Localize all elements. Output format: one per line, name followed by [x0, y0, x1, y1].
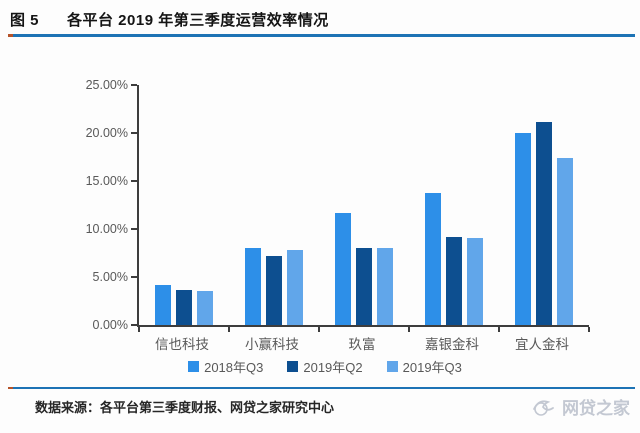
rule-accent-cap: [8, 387, 13, 389]
x-tick-mark: [408, 327, 410, 332]
category-label-嘉银金科: 嘉银金科: [425, 337, 479, 352]
watermark-text: 网贷之家: [562, 399, 630, 418]
legend-label: 2018年Q3: [204, 360, 264, 375]
footer-divider-rule: [8, 387, 635, 389]
plot-area: [131, 84, 590, 332]
category-label-玖富: 玖富: [348, 337, 376, 352]
y-tick-mark: [131, 180, 137, 182]
x-tick-mark: [228, 327, 230, 332]
legend-swatch-icon: [287, 361, 299, 372]
bar-2019年Q3-小赢科技: [287, 250, 303, 325]
header-divider-rule: [8, 34, 635, 37]
bar-2018年Q3-信也科技: [155, 284, 171, 325]
y-tick-label: 10.00%: [85, 222, 128, 236]
bar-2018年Q3-小赢科技: [245, 248, 261, 325]
figure-title: 各平台 2019 年第三季度运营效率情况: [67, 12, 329, 29]
bar-2019年Q3-嘉银金科: [467, 237, 483, 325]
legend-label: 2019年Q2: [303, 360, 363, 375]
bar-group-小赢科技: [229, 248, 319, 325]
category-label-小赢科技: 小赢科技: [245, 337, 299, 352]
category-label-宜人金科: 宜人金科: [515, 337, 569, 352]
figure-header: 图 5 各平台 2019 年第三季度运营效率情况: [10, 9, 329, 30]
wdzj-logo-icon: [533, 399, 554, 416]
x-tick-mark: [138, 327, 140, 332]
y-tick-mark: [131, 228, 137, 230]
watermark: 网贷之家: [531, 394, 630, 419]
x-tick-mark: [318, 327, 320, 332]
category-label-信也科技: 信也科技: [155, 337, 209, 352]
legend: 2018年Q3 2019年Q2 2019年Q3: [100, 357, 550, 376]
bar-2019年Q2-嘉银金科: [446, 236, 462, 325]
bar-2019年Q3-宜人金科: [557, 157, 573, 325]
legend-item-2019年Q3: 2019年Q3: [386, 357, 462, 376]
data-source-note: 数据来源：各平台第三季度财报、网贷之家研究中心: [35, 400, 335, 415]
y-tick-label: 0.00%: [92, 318, 128, 332]
y-tick-label: 5.00%: [92, 270, 128, 284]
category-labels: 信也科技 小赢科技 玖富 嘉银金科 宜人金科: [137, 333, 587, 353]
y-tick-label: 25.00%: [85, 78, 128, 92]
legend-swatch-icon: [386, 361, 398, 372]
y-axis-labels: 0.00% 5.00% 10.00% 15.00% 20.00% 25.00%: [52, 78, 128, 332]
bar-group-宜人金科: [499, 122, 589, 325]
bar-group-信也科技: [139, 284, 229, 325]
bar-2018年Q3-宜人金科: [515, 133, 531, 325]
bar-2018年Q3-嘉银金科: [425, 192, 441, 325]
bar-group-玖富: [319, 212, 409, 325]
rule-accent-cap: [8, 34, 13, 37]
y-tick-label: 15.00%: [85, 174, 128, 188]
bar-group-嘉银金科: [409, 192, 499, 325]
legend-label: 2019年Q3: [402, 360, 462, 375]
legend-swatch-icon: [188, 361, 200, 372]
bar-2018年Q3-玖富: [335, 212, 351, 325]
x-tick-mark: [588, 327, 590, 332]
bar-2019年Q2-小赢科技: [266, 255, 282, 325]
figure-number: 图 5: [10, 12, 40, 29]
legend-item-2018年Q3: 2018年Q3: [188, 357, 263, 376]
bar-2019年Q2-信也科技: [176, 290, 192, 325]
x-tick-mark: [498, 327, 500, 332]
y-tick-mark: [131, 324, 137, 326]
y-tick-mark: [131, 132, 137, 134]
bar-2019年Q2-宜人金科: [536, 122, 552, 325]
bar-groups: [139, 85, 589, 325]
bar-2019年Q2-玖富: [356, 248, 372, 325]
y-tick-mark: [131, 84, 137, 86]
y-tick-label: 20.00%: [85, 126, 128, 140]
bar-2019年Q3-信也科技: [197, 291, 213, 325]
bar-2019年Q3-玖富: [377, 248, 393, 325]
legend-item-2019年Q2: 2019年Q2: [287, 357, 363, 376]
y-tick-mark: [131, 276, 137, 278]
